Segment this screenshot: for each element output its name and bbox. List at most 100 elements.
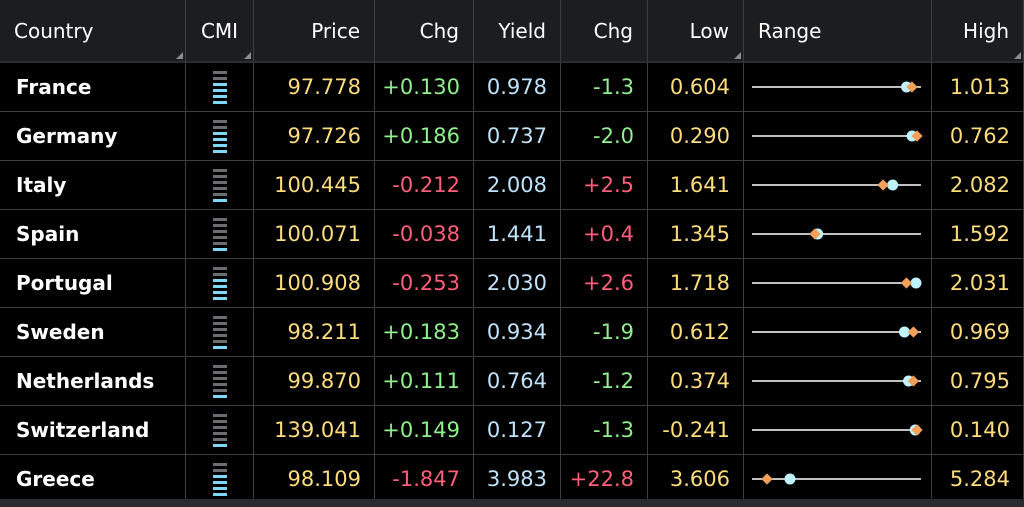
price-change: -0.212 (375, 161, 474, 210)
country-name[interactable]: Portugal (0, 259, 186, 308)
col-header-low[interactable]: Low (648, 0, 744, 63)
range-chart (752, 130, 923, 142)
col-header-chg[interactable]: Chg (375, 0, 474, 63)
price-change: -0.038 (375, 210, 474, 259)
col-header-range[interactable]: Range (744, 0, 932, 63)
col-header-cmi[interactable]: CMI (186, 0, 254, 63)
sort-corner-icon (1014, 52, 1021, 59)
high-value: 0.795 (932, 357, 1024, 406)
previous-yield-marker (877, 179, 889, 191)
cmi-bar (212, 364, 227, 368)
cmi-indicator[interactable] (186, 259, 254, 308)
price-value: 100.908 (254, 259, 375, 308)
horizontal-scrollbar[interactable] (0, 499, 1024, 507)
cmi-bar (212, 394, 227, 398)
cmi-bar (212, 333, 227, 337)
cmi-bar (212, 70, 227, 74)
low-value: 3.606 (648, 455, 744, 504)
cmi-bar (212, 247, 227, 251)
high-value: 0.762 (932, 112, 1024, 161)
cmi-indicator[interactable] (186, 357, 254, 406)
current-yield-marker (898, 326, 910, 338)
previous-yield-marker (900, 277, 913, 289)
cmi-indicator[interactable] (186, 308, 254, 357)
price-change: -0.253 (375, 259, 474, 308)
yield-value: 0.127 (474, 406, 561, 455)
col-header-high[interactable]: High (932, 0, 1024, 63)
cmi-bar (212, 376, 227, 380)
country-name[interactable]: Sweden (0, 308, 186, 357)
yield-change: +22.8 (561, 455, 648, 504)
country-name[interactable]: Netherlands (0, 357, 186, 406)
high-value: 2.082 (932, 161, 1024, 210)
cmi-bar (212, 149, 227, 153)
range-bar (744, 406, 932, 455)
cmi-bar (212, 82, 227, 86)
price-change: +0.111 (375, 357, 474, 406)
yield-change: -1.2 (561, 357, 648, 406)
cmi-bar (212, 76, 227, 80)
header-label: Country (14, 18, 94, 43)
previous-yield-marker (761, 473, 773, 485)
cmi-bar (212, 321, 227, 325)
range-bar (744, 308, 932, 357)
cmi-indicator[interactable] (186, 406, 254, 455)
range-chart (752, 179, 921, 191)
range-bar (744, 259, 932, 308)
country-name[interactable]: Switzerland (0, 406, 186, 455)
header-label: Chg (593, 18, 633, 43)
cmi-bars-icon (212, 70, 227, 104)
header-label: Chg (419, 18, 459, 43)
price-value: 97.726 (254, 112, 375, 161)
country-name[interactable]: Germany (0, 112, 186, 161)
cmi-indicator[interactable] (186, 161, 254, 210)
cmi-bar (212, 284, 227, 288)
price-value: 100.071 (254, 210, 375, 259)
high-value: 0.969 (932, 308, 1024, 357)
current-yield-marker (887, 179, 899, 191)
yield-value: 0.978 (474, 63, 561, 112)
cmi-bar (212, 382, 227, 386)
country-name[interactable]: Spain (0, 210, 186, 259)
col-header-price[interactable]: Price (254, 0, 375, 63)
high-value: 1.013 (932, 63, 1024, 112)
header-label: CMI (200, 18, 239, 43)
cmi-bar (212, 229, 227, 233)
previous-yield-marker (907, 326, 920, 338)
country-name[interactable]: France (0, 63, 186, 112)
cmi-bar (212, 223, 227, 227)
cmi-bar (212, 131, 227, 135)
cmi-bar (212, 290, 227, 294)
cmi-indicator[interactable] (186, 210, 254, 259)
cmi-bar (212, 186, 227, 190)
cmi-indicator[interactable] (186, 63, 254, 112)
cmi-indicator[interactable] (186, 455, 254, 504)
cmi-indicator[interactable] (186, 112, 254, 161)
cmi-bar (212, 168, 227, 172)
high-value: 2.031 (932, 259, 1024, 308)
price-value: 97.778 (254, 63, 375, 112)
cmi-bar (212, 462, 227, 466)
cmi-bar (212, 419, 227, 423)
header-label: Low (689, 18, 729, 43)
yield-value: 0.737 (474, 112, 561, 161)
range-bar (744, 161, 932, 210)
col-header-yield-chg[interactable]: Chg (561, 0, 648, 63)
country-name[interactable]: Greece (0, 455, 186, 504)
range-bar (744, 357, 932, 406)
cmi-bar (212, 266, 227, 270)
yield-value: 3.983 (474, 455, 561, 504)
col-header-country[interactable]: Country (0, 0, 186, 63)
cmi-bars-icon (212, 119, 227, 153)
col-header-yield[interactable]: Yield (474, 0, 561, 63)
cmi-bar (212, 345, 227, 349)
country-name[interactable]: Italy (0, 161, 186, 210)
price-change: +0.149 (375, 406, 474, 455)
sort-corner-icon (734, 52, 741, 59)
high-value: 1.592 (932, 210, 1024, 259)
cmi-bar (212, 413, 227, 417)
yield-change: -2.0 (561, 112, 648, 161)
low-value: 0.612 (648, 308, 744, 357)
cmi-bar (212, 143, 227, 147)
